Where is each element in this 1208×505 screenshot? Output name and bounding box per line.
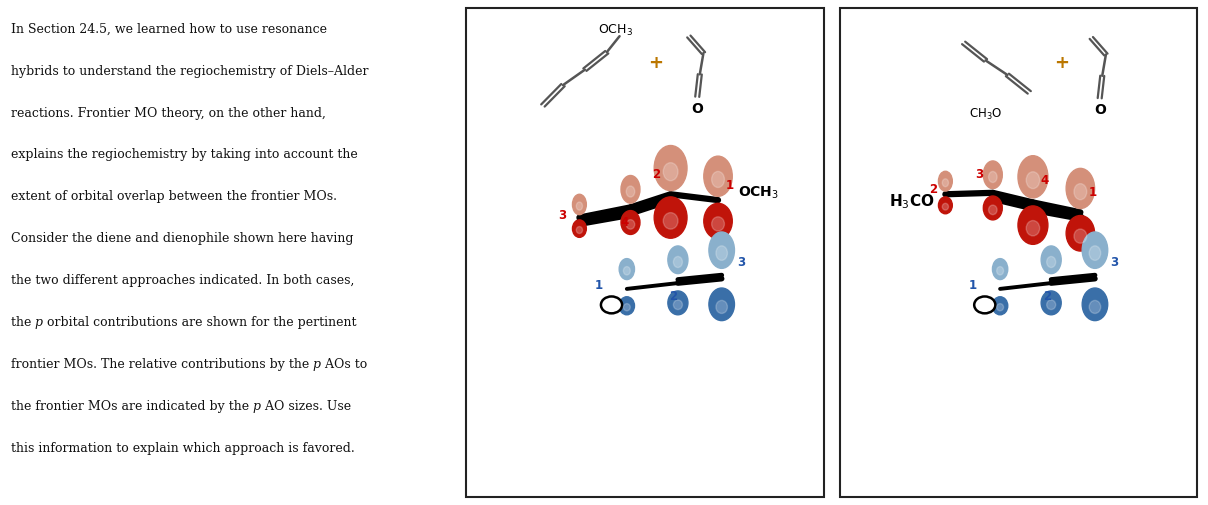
Text: frontier MOs. The relative contributions by the: frontier MOs. The relative contributions… bbox=[11, 358, 313, 371]
Text: 2: 2 bbox=[929, 182, 937, 195]
Ellipse shape bbox=[1082, 232, 1108, 268]
Ellipse shape bbox=[668, 291, 687, 315]
Text: 1: 1 bbox=[726, 179, 734, 192]
Ellipse shape bbox=[983, 196, 1003, 220]
Text: 3: 3 bbox=[1110, 256, 1119, 269]
Text: the two different approaches indicated. In both cases,: the two different approaches indicated. … bbox=[11, 274, 354, 287]
Text: p: p bbox=[35, 316, 43, 329]
Ellipse shape bbox=[1046, 257, 1056, 268]
Ellipse shape bbox=[600, 296, 622, 313]
Text: 1: 1 bbox=[1088, 186, 1097, 199]
Ellipse shape bbox=[1074, 184, 1087, 199]
Text: AO sizes. Use: AO sizes. Use bbox=[261, 400, 350, 413]
Ellipse shape bbox=[1027, 221, 1040, 236]
Ellipse shape bbox=[1090, 246, 1100, 261]
Text: +: + bbox=[649, 54, 663, 72]
Ellipse shape bbox=[942, 204, 948, 210]
Ellipse shape bbox=[709, 288, 734, 321]
Ellipse shape bbox=[997, 267, 1004, 275]
Ellipse shape bbox=[1074, 229, 1087, 243]
Ellipse shape bbox=[620, 297, 634, 315]
Ellipse shape bbox=[655, 197, 687, 238]
Ellipse shape bbox=[1067, 168, 1094, 209]
Ellipse shape bbox=[573, 220, 586, 237]
Ellipse shape bbox=[942, 179, 948, 187]
Ellipse shape bbox=[983, 161, 1003, 188]
Ellipse shape bbox=[716, 300, 727, 314]
Ellipse shape bbox=[939, 171, 952, 191]
Text: reactions. Frontier MO theory, on the other hand,: reactions. Frontier MO theory, on the ot… bbox=[11, 107, 325, 120]
Ellipse shape bbox=[623, 304, 631, 311]
Text: In Section 24.5, we learned how to use resonance: In Section 24.5, we learned how to use r… bbox=[11, 23, 326, 36]
Ellipse shape bbox=[1018, 156, 1047, 198]
Ellipse shape bbox=[620, 259, 634, 280]
Ellipse shape bbox=[1041, 246, 1061, 274]
Ellipse shape bbox=[993, 297, 1007, 315]
Text: OCH$_3$: OCH$_3$ bbox=[738, 185, 779, 201]
Text: 4: 4 bbox=[621, 216, 629, 229]
Ellipse shape bbox=[626, 220, 634, 229]
Ellipse shape bbox=[626, 186, 634, 197]
Text: 3: 3 bbox=[737, 256, 745, 269]
Text: p: p bbox=[252, 400, 261, 413]
Ellipse shape bbox=[712, 217, 725, 231]
Ellipse shape bbox=[621, 176, 640, 203]
Text: O: O bbox=[691, 102, 703, 116]
Ellipse shape bbox=[576, 202, 582, 210]
Ellipse shape bbox=[704, 204, 732, 239]
Ellipse shape bbox=[576, 227, 582, 233]
Ellipse shape bbox=[712, 171, 725, 187]
Text: OCH$_3$: OCH$_3$ bbox=[598, 23, 633, 37]
Ellipse shape bbox=[1041, 291, 1061, 315]
Text: 1: 1 bbox=[596, 279, 603, 292]
Ellipse shape bbox=[1082, 288, 1108, 321]
Text: Consider the diene and dienophile shown here having: Consider the diene and dienophile shown … bbox=[11, 232, 353, 245]
Text: 2: 2 bbox=[652, 168, 661, 181]
Ellipse shape bbox=[1018, 206, 1047, 244]
Text: 3: 3 bbox=[558, 209, 567, 222]
Ellipse shape bbox=[709, 232, 734, 268]
Text: +: + bbox=[1055, 54, 1069, 72]
Ellipse shape bbox=[997, 304, 1004, 311]
Text: 2: 2 bbox=[1043, 290, 1051, 304]
Ellipse shape bbox=[663, 163, 678, 181]
Ellipse shape bbox=[988, 205, 997, 215]
Text: orbital contributions are shown for the pertinent: orbital contributions are shown for the … bbox=[43, 316, 356, 329]
Text: extent of orbital overlap between the frontier MOs.: extent of orbital overlap between the fr… bbox=[11, 190, 337, 204]
Text: 4: 4 bbox=[1040, 174, 1049, 187]
Ellipse shape bbox=[673, 257, 683, 268]
Ellipse shape bbox=[1046, 300, 1056, 310]
Ellipse shape bbox=[993, 259, 1007, 280]
Ellipse shape bbox=[716, 246, 727, 261]
Text: 2: 2 bbox=[669, 290, 678, 304]
Ellipse shape bbox=[623, 267, 631, 275]
Ellipse shape bbox=[939, 197, 952, 214]
Text: this information to explain which approach is favored.: this information to explain which approa… bbox=[11, 442, 354, 455]
Text: hybrids to understand the regiochemistry of Diels–Alder: hybrids to understand the regiochemistry… bbox=[11, 65, 368, 78]
Text: O: O bbox=[1093, 103, 1105, 117]
Text: AOs to: AOs to bbox=[321, 358, 367, 371]
Ellipse shape bbox=[1067, 216, 1094, 251]
Ellipse shape bbox=[988, 172, 997, 182]
Text: H$_3$CO: H$_3$CO bbox=[889, 192, 935, 211]
Ellipse shape bbox=[1027, 172, 1040, 189]
Text: 1: 1 bbox=[969, 279, 976, 292]
Ellipse shape bbox=[704, 156, 732, 196]
Ellipse shape bbox=[673, 300, 683, 310]
Text: p: p bbox=[313, 358, 321, 371]
Ellipse shape bbox=[974, 296, 995, 313]
Text: CH$_3$O: CH$_3$O bbox=[969, 107, 1003, 122]
Text: the frontier MOs are indicated by the: the frontier MOs are indicated by the bbox=[11, 400, 252, 413]
Text: explains the regiochemistry by taking into account the: explains the regiochemistry by taking in… bbox=[11, 148, 358, 162]
Ellipse shape bbox=[621, 211, 640, 234]
Ellipse shape bbox=[663, 213, 678, 229]
Ellipse shape bbox=[668, 246, 687, 274]
Text: 3: 3 bbox=[976, 168, 983, 181]
Ellipse shape bbox=[655, 145, 687, 190]
Ellipse shape bbox=[573, 194, 586, 215]
Ellipse shape bbox=[1090, 300, 1100, 314]
Text: the: the bbox=[11, 316, 35, 329]
